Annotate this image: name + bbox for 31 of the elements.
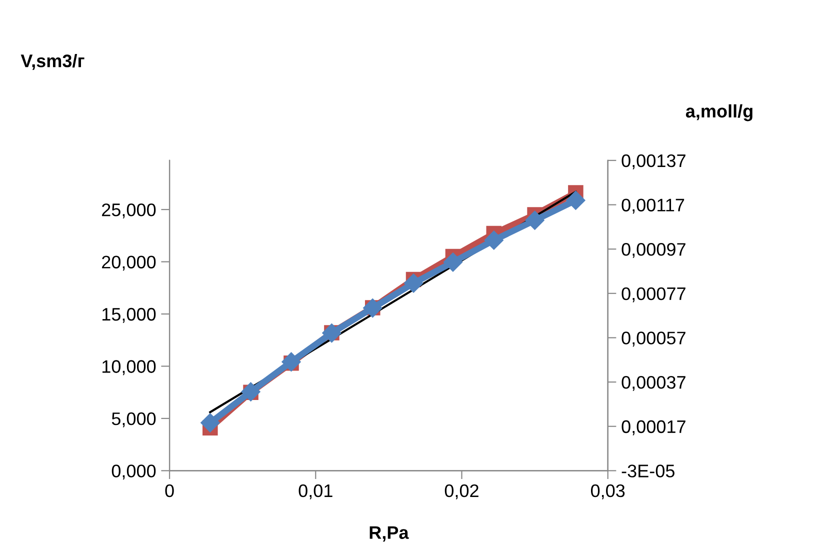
y2-tick-label: 0,00097 bbox=[622, 243, 686, 258]
y2-axis-title: a,moll/g bbox=[686, 104, 752, 122]
y2-tick-label: -3E-05 bbox=[622, 464, 674, 478]
x-tick-label: 0,02 bbox=[444, 484, 478, 500]
y-tick-label: 10,000 bbox=[102, 360, 156, 376]
point bbox=[566, 190, 586, 210]
y2-tick-label: 0,00137 bbox=[622, 154, 686, 170]
y-tick-label: 20,000 bbox=[102, 256, 156, 271]
y-tick-label: 0,000 bbox=[112, 464, 156, 480]
y2-tick-label: 0,00017 bbox=[622, 420, 686, 436]
point bbox=[404, 274, 424, 293]
y-axis-title: V,sm3/г bbox=[20, 54, 84, 70]
y-tick-label: 25,000 bbox=[102, 203, 156, 218]
point bbox=[200, 413, 220, 432]
point bbox=[282, 352, 301, 372]
y2-tick-label: 0,00077 bbox=[622, 287, 686, 302]
y2-tick-label: 0,00037 bbox=[622, 376, 686, 391]
x-tick-label: 0,03 bbox=[590, 484, 625, 500]
x-tick-label: 0 bbox=[165, 484, 174, 498]
point bbox=[443, 252, 463, 272]
point bbox=[484, 230, 504, 250]
x-tick-label: 0,01 bbox=[298, 484, 332, 500]
y2-tick-label: 0,00117 bbox=[622, 198, 684, 214]
point bbox=[241, 382, 260, 402]
x-axis-title: R,Pa bbox=[370, 526, 409, 542]
point bbox=[322, 324, 342, 343]
y-tick-label: 15,000 bbox=[102, 308, 156, 323]
y2-tick-label: 0,00057 bbox=[622, 332, 686, 347]
point bbox=[363, 298, 382, 318]
y-tick-label: 5,000 bbox=[112, 412, 156, 428]
point bbox=[525, 210, 544, 230]
